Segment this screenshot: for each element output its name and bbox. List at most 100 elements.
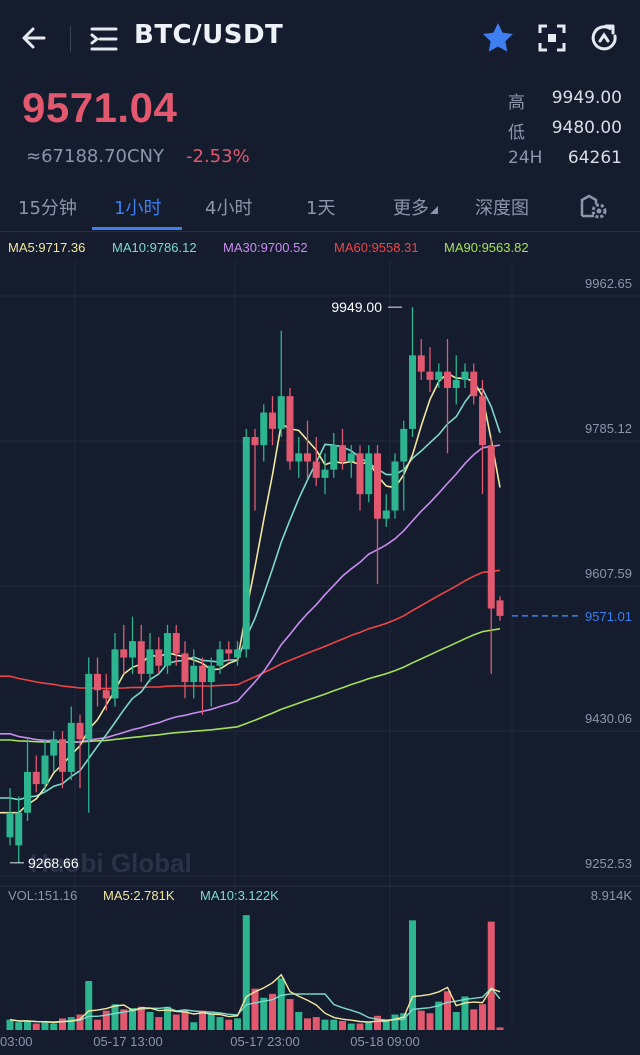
candle-body [251,437,259,446]
volume-bar [120,1009,128,1030]
volume-bar [365,1022,373,1030]
candle-body [59,739,66,772]
volume-bar [479,1004,486,1030]
candle-body [94,673,101,691]
moving-average-lines [0,372,501,814]
volume-legend-item: MA10:3.122K [200,888,279,903]
volume-bar [487,921,495,1030]
candle-body [50,739,58,756]
volume-bar [181,1009,189,1030]
back-arrow-icon[interactable] [18,22,50,54]
tab-15min[interactable]: 15分钟 [18,198,77,219]
volume-bar [339,1020,346,1030]
star-icon[interactable] [480,20,516,56]
candle-body [339,445,346,462]
candle-body [207,665,215,683]
volume-bar [452,1011,460,1030]
tab-4hour[interactable]: 4小时 [205,198,253,219]
trading-pair-title[interactable]: BTC/USDT [134,20,284,50]
price-axis-label: 9607.59 [585,566,632,581]
ma10-legend: MA10:9786.12 [112,240,197,255]
cny-price: ≈67188.70CNY [26,146,164,167]
ma30-legend: MA30:9700.52 [223,240,308,255]
volume-bar [85,980,93,1030]
tab-depth-chart[interactable]: 深度图 [475,198,529,219]
volume-bar [304,1018,311,1030]
volume-bar [470,1009,478,1030]
interval-tabs: 15分钟 1小时 4小时 1天 更多 深度图 [0,182,640,232]
candle-body [120,649,128,658]
tab-1day[interactable]: 1天 [306,198,336,219]
ma60-legend: MA60:9558.31 [334,240,419,255]
volume-bar [146,1011,154,1030]
candle-body [409,355,416,429]
volume-ma-lines [9,973,501,1024]
candle-body [85,673,93,740]
candle-body [374,453,381,519]
volume-bars [6,915,504,1030]
time-axis: 03:00 05-17 13:00 05-17 23:00 05-18 09:00 [0,1034,420,1049]
chart-settings-icon[interactable] [578,192,608,220]
ma60-line [0,569,501,690]
current-price-label: 9571.01 [585,609,632,624]
candle-body [102,690,110,699]
price-axis-label: 9252.53 [585,856,632,871]
last-price: 9571.04 [22,84,178,131]
candle-body [6,812,14,838]
volume-bar [242,915,250,1030]
volume-24h-value: 64261 [567,148,622,168]
volume-bar [207,1013,215,1030]
volume-bar [155,1017,163,1030]
low-label: 低 [508,123,525,143]
candle-body [277,396,285,429]
candle-body [41,755,49,785]
volume-bar [295,1011,303,1030]
candle-body [487,445,495,609]
volume-bar [251,988,259,1030]
scan-icon[interactable] [536,22,568,54]
refresh-icon[interactable] [588,22,620,54]
volume-bar [234,1018,241,1030]
candle-body [435,371,443,380]
volume-bar [277,978,285,1030]
volume-legend-item: VOL:151.16 [8,888,77,903]
volume-bar [321,1019,329,1030]
volume-bar [102,1010,110,1030]
candle-body [234,649,241,658]
volume-ma10-line [9,987,501,1023]
ma5-line [0,372,501,814]
candle-body [15,812,23,846]
candle-body [190,665,198,683]
volume-bar [347,1023,355,1030]
volume-24h-label: 24H [508,148,543,168]
candle-body [181,653,189,683]
menu-icon[interactable] [88,24,120,54]
ma90-legend: MA90:9563.82 [444,240,529,255]
min-price-label: 9268.66 [28,855,79,871]
candle-body [347,453,355,462]
candle-body [242,437,250,650]
volume-bar [260,997,268,1030]
volume-ma5-line [9,973,501,1024]
candle-body [32,771,40,785]
candle-body [400,428,408,462]
tab-1hour[interactable]: 1小时 [114,198,162,219]
volume-bar [76,1014,84,1030]
volume-bar [382,1019,390,1030]
candle-body [452,379,460,389]
candle-body [417,355,425,372]
candlestick-chart[interactable]: Huobi Global 9962.65 9785.12 9607.59 9430.0… [0,260,640,1055]
price-axis: 9962.65 9785.12 9607.59 9430.06 9252.53 [585,276,632,871]
tab-more[interactable]: 更多 [393,194,438,220]
candle-body [496,600,504,616]
volume-bar [59,1018,66,1030]
candles [6,307,504,863]
candle-body [199,665,206,683]
price-axis-label: 9785.12 [585,421,632,436]
candle-body [470,371,478,397]
volume-bar [435,1001,443,1030]
price-axis-label: 9962.65 [585,276,632,291]
volume-bar [269,993,276,1030]
volume-bar [6,1019,14,1030]
ma5-legend: MA5:9717.36 [8,240,86,255]
